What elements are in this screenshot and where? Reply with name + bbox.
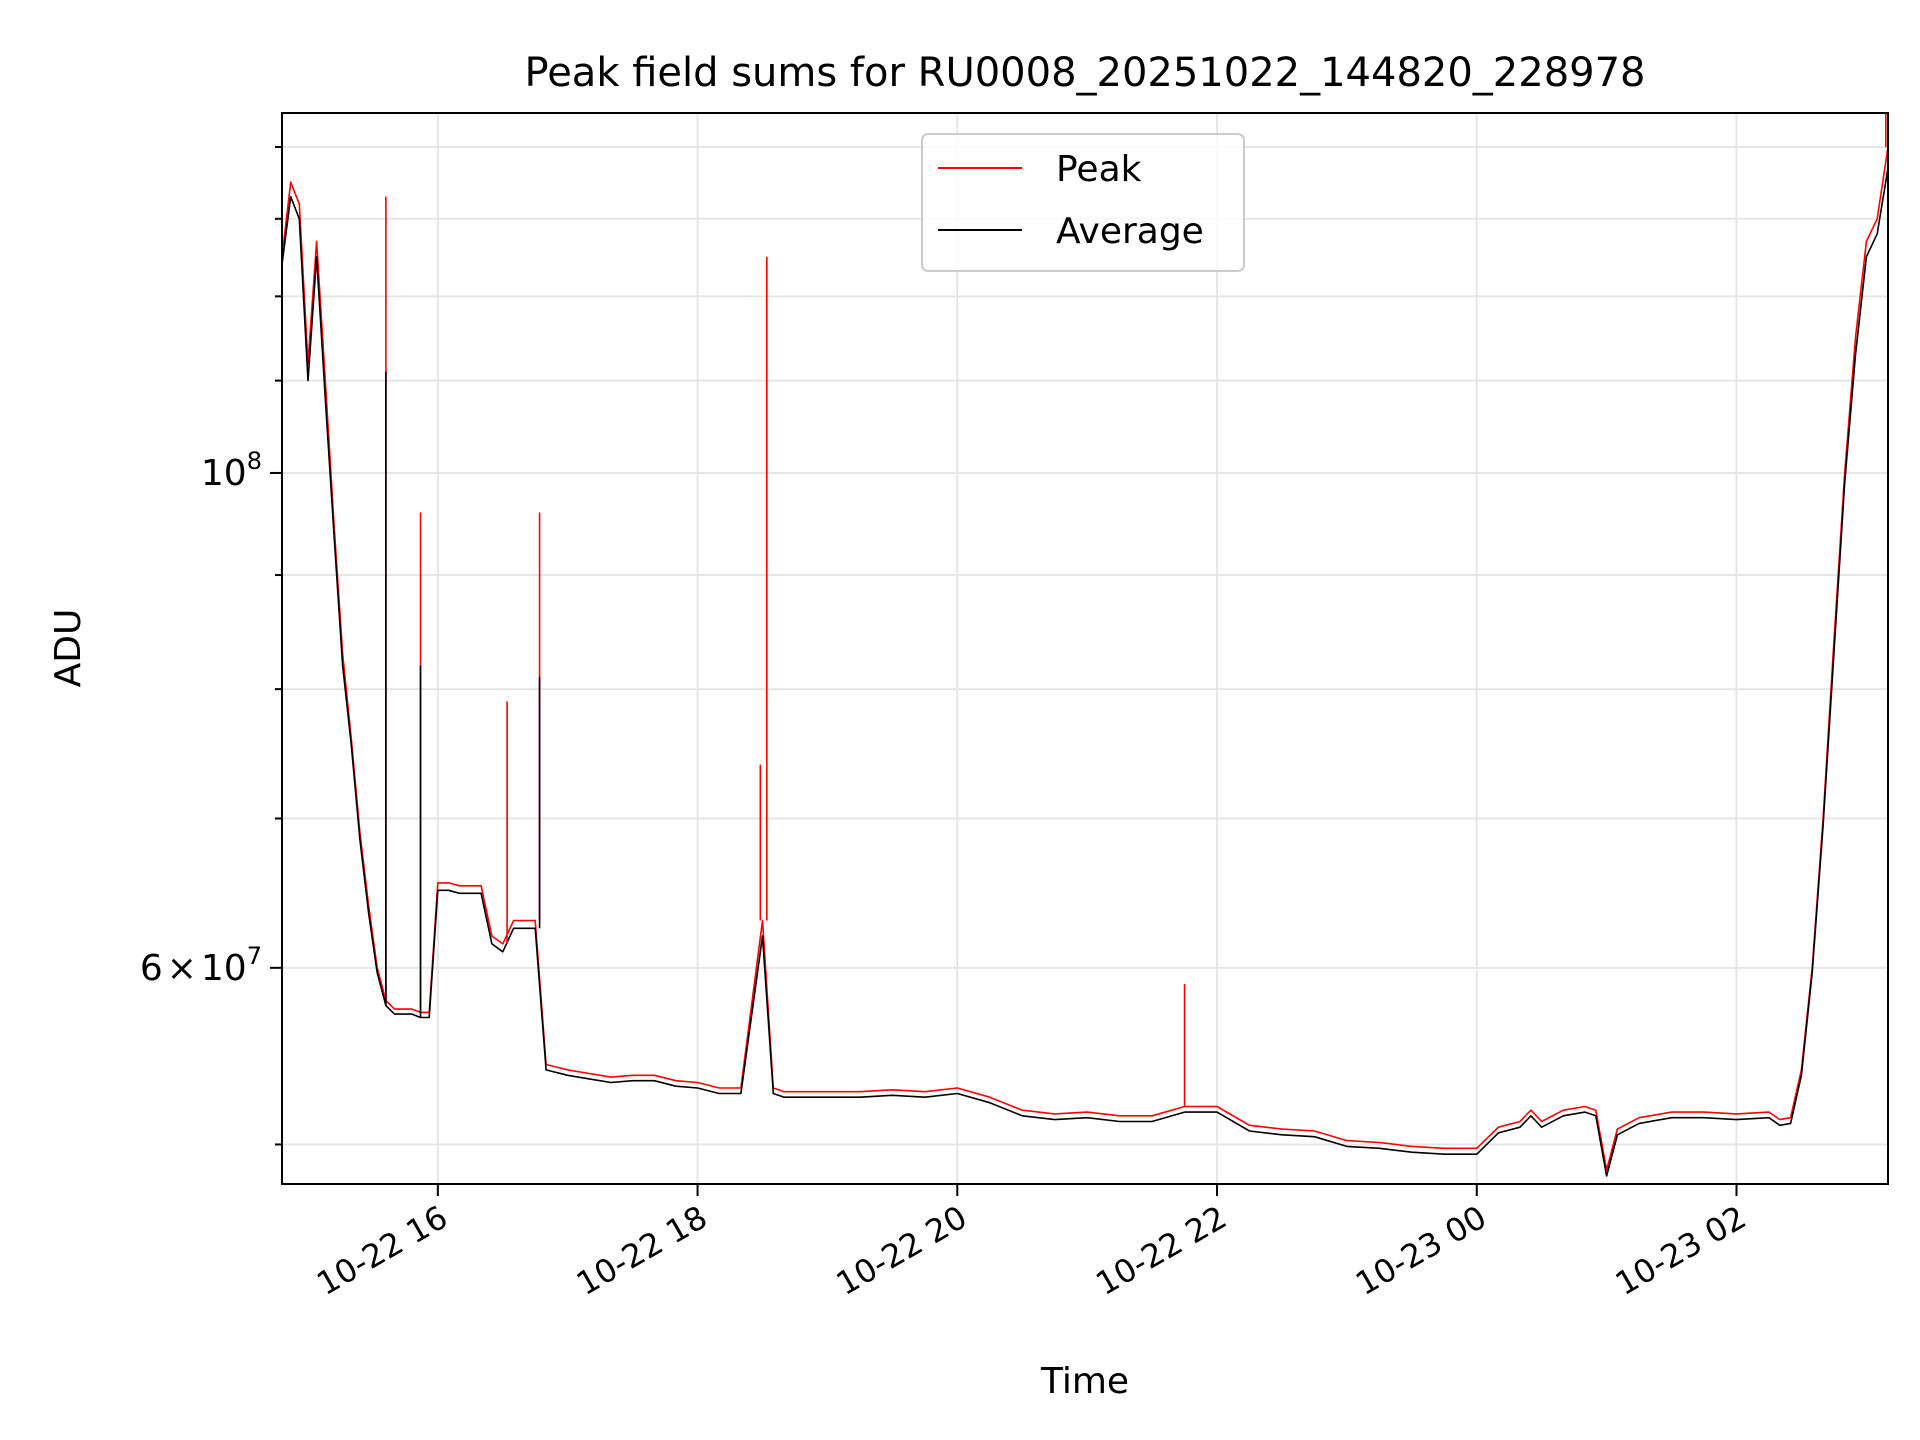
y-tick-label-part: 10 [201, 453, 247, 494]
x-tick-label: 10-23 00 [1349, 1198, 1493, 1303]
x-tick-label: 10-22 18 [570, 1198, 714, 1303]
plot-frame [281, 112, 1889, 1185]
legend-average-label: Average [1056, 211, 1204, 252]
y-axis-label: ADU [48, 609, 89, 688]
x-axis-label: Time [1040, 1361, 1129, 1402]
x-tick-label: 10-22 20 [830, 1198, 974, 1303]
chart-title: Peak field sums for RU0008_20251022_1448… [525, 50, 1646, 96]
x-tick-label: 10-22 16 [310, 1198, 454, 1303]
y-tick-label-part: × [167, 948, 197, 989]
grid [282, 113, 1888, 1184]
x-axis: 10-22 16 10-22 18 10-22 20 10-22 22 10-23 00… [310, 1184, 1752, 1303]
x-tick-label: 10-22 22 [1089, 1198, 1233, 1303]
y-tick-label-part: 8 [247, 447, 262, 475]
legend-peak-label: Peak [1056, 149, 1142, 190]
y-tick-label-part: 7 [247, 942, 262, 970]
y-tick-label: 6 × 107 [140, 942, 262, 989]
x-tick-label: 10-23 02 [1609, 1198, 1753, 1303]
legend: Peak Average [921, 133, 1245, 272]
series-line-peak [282, 146, 1888, 1171]
plot-area [282, 113, 1888, 1177]
series-line-average [282, 167, 1888, 1177]
y-tick-label-part: 10 [201, 948, 247, 989]
y-tick-label: 108 [201, 447, 262, 494]
y-tick-label-part: 6 [140, 948, 163, 989]
